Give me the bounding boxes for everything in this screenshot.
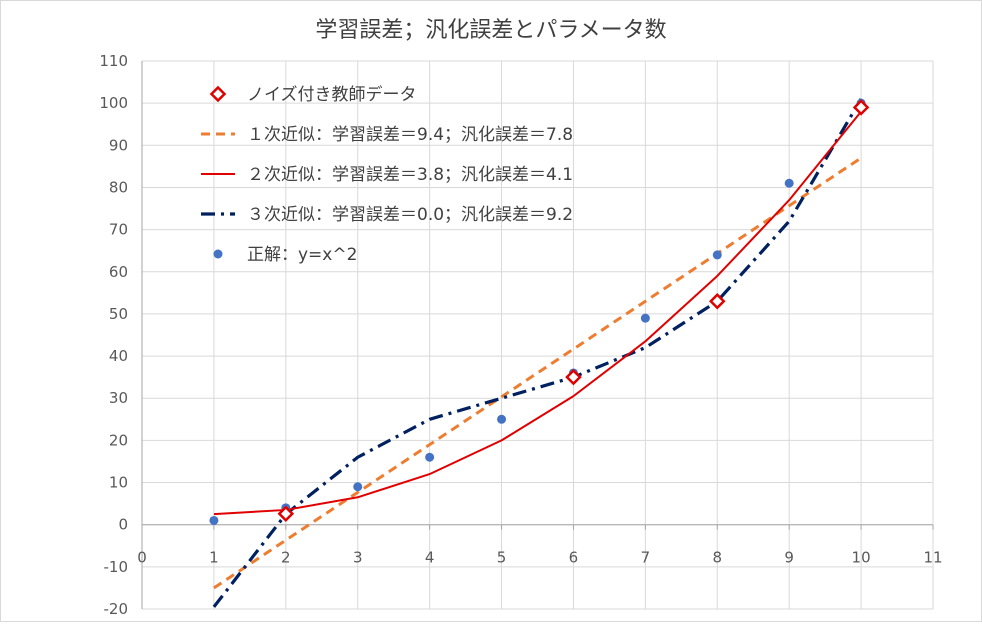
- x-tick-label: 5: [497, 549, 507, 567]
- data-point-truth: [497, 414, 507, 424]
- y-tick-label: 0: [118, 516, 128, 534]
- series-line-2: [213, 110, 862, 516]
- legend-entry-cubic: ３次近似：学習誤差＝0.0；汎化誤差＝9.2: [201, 205, 573, 225]
- y-tick-label: 90: [109, 136, 128, 154]
- legend-label: ２次近似：学習誤差＝3.8；汎化誤差＝4.1: [247, 165, 573, 185]
- y-tick-label: -20: [104, 600, 129, 618]
- x-tick-label: 8: [712, 549, 722, 567]
- legend-label: １次近似：学習誤差＝9.4；汎化誤差＝7.8: [247, 125, 573, 145]
- legend-diamond: [209, 85, 227, 103]
- data-point-truth: [353, 482, 363, 492]
- data-point-truth: [712, 250, 722, 260]
- series-line-1: [213, 156, 862, 590]
- y-tick-label: 70: [109, 221, 128, 239]
- legend: ノイズ付き教師データ １次近似：学習誤差＝9.4；汎化誤差＝7.8 ２次近似：学…: [201, 84, 573, 265]
- y-tick-label: 110: [99, 52, 128, 70]
- data-point-noisy: [852, 99, 870, 116]
- x-tick-label: 11: [923, 549, 942, 567]
- legend-swatch-diamond: [209, 85, 227, 103]
- x-tick-label: 2: [281, 549, 291, 567]
- legend-dot: [213, 249, 223, 259]
- data-point-truth: [209, 515, 219, 525]
- y-tick-label: 60: [109, 263, 128, 281]
- x-tick-label: 7: [641, 549, 651, 567]
- x-tick-label: 3: [353, 549, 363, 567]
- chart-title: 学習誤差；汎化誤差とパラメータ数: [315, 18, 666, 43]
- data-point-noisy: [277, 505, 295, 523]
- legend-swatch-dot: [213, 249, 223, 259]
- data-point-truth: [784, 178, 794, 188]
- x-tick-label: 4: [425, 549, 435, 567]
- legend-label: ノイズ付き教師データ: [247, 84, 417, 105]
- axes: -20 -10 0 10 20 30 40 50 60 70 80 90 100 110 0 1 2 3 4 5 6 7 8…: [99, 52, 942, 618]
- y-tick-label: 40: [109, 347, 128, 365]
- y-tick-label: 100: [99, 94, 128, 112]
- data-point-noisy: [709, 293, 726, 310]
- legend-entry-noisy-data: ノイズ付き教師データ: [209, 84, 417, 105]
- data-point-truth: [640, 313, 650, 323]
- x-tick-label: 0: [137, 549, 147, 567]
- x-tick-label: 1: [209, 549, 219, 567]
- gridlines: [141, 60, 934, 610]
- x-tick-label: 9: [784, 549, 794, 567]
- data-point-noisy: [565, 368, 582, 386]
- y-tick-label: 20: [109, 431, 128, 449]
- y-tick-label: 80: [109, 178, 128, 196]
- legend-label: 正解：y=x^2: [247, 245, 357, 265]
- y-tick-label: 30: [109, 389, 128, 407]
- legend-label: ３次近似：学習誤差＝0.0；汎化誤差＝9.2: [247, 205, 573, 225]
- legend-entry-linear: １次近似：学習誤差＝9.4；汎化誤差＝7.8: [201, 125, 573, 145]
- x-tick-label: 10: [852, 549, 871, 567]
- x-tick-label: 6: [569, 549, 579, 567]
- legend-entry-truth: 正解：y=x^2: [213, 245, 357, 265]
- y-tick-label: 50: [109, 305, 128, 323]
- data-point-truth: [425, 452, 435, 462]
- y-tick-label: -10: [104, 558, 129, 576]
- legend-entry-quadratic: ２次近似：学習誤差＝3.8；汎化誤差＝4.1: [201, 165, 573, 185]
- y-tick-label: 10: [109, 474, 128, 492]
- series-layer: [209, 98, 870, 608]
